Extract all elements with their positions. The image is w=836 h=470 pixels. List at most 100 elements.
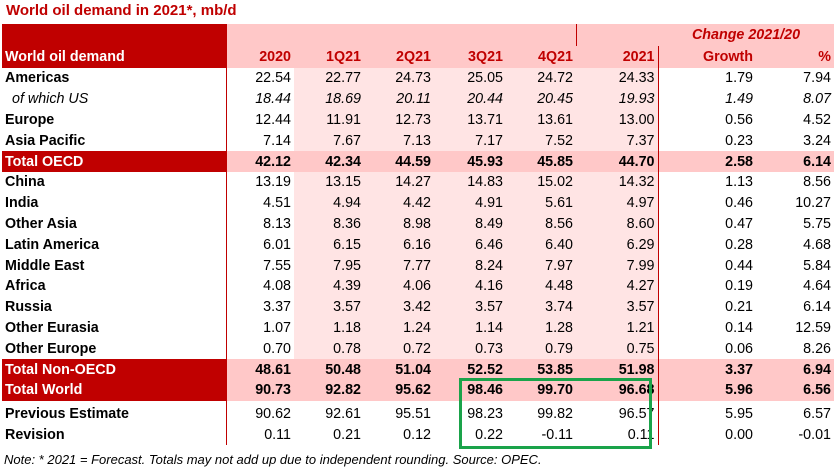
table-cell: 13.61: [506, 109, 576, 131]
col-header-1q21: 1Q21: [294, 46, 364, 68]
table-cell: 4.16: [434, 275, 506, 297]
table-cell: 50.48: [294, 359, 364, 380]
table-cell: 10.27: [795, 195, 831, 212]
table-cell: 25.05: [434, 68, 506, 89]
table-cell: 12.59: [795, 319, 831, 336]
col-header-growth: Growth: [658, 46, 756, 68]
table-cell: 96.57: [576, 403, 659, 425]
row-label: Middle East: [5, 257, 85, 274]
row-label: of which US: [12, 91, 89, 108]
table-cell: 0.06: [725, 340, 753, 357]
table-cell: 99.82: [537, 406, 573, 423]
table-cell: 42.34: [294, 151, 364, 172]
col-header-4q21: 4Q21: [506, 46, 576, 68]
table-cell: 6.16: [364, 234, 434, 256]
row-label: India: [5, 195, 39, 212]
row-label: Latin America: [5, 236, 100, 253]
row-label: Previous Estimate: [5, 406, 129, 423]
table-cell: 3.42: [364, 296, 434, 318]
table-cell: 22.54: [225, 68, 294, 89]
table-cell: 7.52: [506, 130, 576, 152]
footnote: Note: * 2021 = Forecast. Totals may not …: [4, 452, 542, 467]
table-cell: 3.74: [506, 296, 576, 318]
row-label: Other Eurasia: [5, 319, 99, 336]
table-cell: 6.14: [803, 299, 831, 316]
table-cell: 7.37: [576, 130, 659, 152]
table-cell: 14.27: [364, 171, 434, 193]
table-cell: 13.00: [576, 109, 659, 131]
table-cell: 44.70: [576, 151, 659, 172]
table-cell: 19.93: [576, 88, 659, 110]
table-cell: 3.57: [294, 296, 364, 318]
table-cell: 8.07: [803, 91, 831, 108]
table-cell: 48.61: [225, 359, 294, 380]
table-cell: 3.57: [576, 296, 659, 318]
table-cell: 4.08: [225, 275, 294, 297]
row-label: Total Non-OECD: [2, 359, 226, 380]
table-cell: 0.14: [725, 319, 753, 336]
col-header-3q21: 3Q21: [434, 46, 506, 68]
table-cell: 6.01: [225, 234, 294, 256]
table-cell: 24.33: [576, 68, 659, 89]
table-cell: 44.59: [364, 151, 434, 172]
table-cell: 14.32: [576, 171, 659, 193]
table-cell: -0.11: [541, 426, 573, 443]
table-cell: 6.56: [756, 379, 834, 401]
table-cell: 7.97: [506, 255, 576, 276]
table-cell: 0.28: [725, 236, 753, 253]
table-cell: 7.17: [434, 130, 506, 152]
table-title: World oil demand in 2021*, mb/d: [6, 2, 237, 19]
table-cell: 20.44: [434, 88, 506, 110]
row-label-header: World oil demand: [2, 46, 226, 68]
table-cell: 0.56: [725, 111, 753, 128]
highlight-box: [459, 378, 652, 449]
table-cell: 1.18: [294, 317, 364, 339]
table-row: Africa 4.08 4.39 4.06 4.16 4.48 4.27 0.19 4.64: [2, 275, 834, 297]
table-cell: 4.27: [576, 275, 659, 297]
table-cell: 45.85: [506, 151, 576, 172]
row-label: Americas: [5, 70, 70, 87]
table-cell: 5.96: [658, 379, 756, 401]
table-cell: 0.00: [725, 426, 753, 443]
table-cell: 0.11: [576, 424, 659, 446]
table-cell: 6.94: [756, 359, 834, 380]
table-cell: 51.98: [576, 359, 659, 380]
table-cell: 4.64: [803, 278, 831, 295]
table-cell: 99.70: [506, 379, 576, 401]
table-cell: 51.04: [364, 359, 434, 380]
table-cell: 1.49: [725, 91, 753, 108]
table-cell: 0.47: [725, 215, 753, 232]
table-cell: 8.56: [506, 213, 576, 235]
table-row: Revision 0.11 0.21 0.12 0.22 -0.11 0.11 0.00 -0.…: [2, 424, 834, 446]
table-cell: 7.55: [225, 255, 294, 276]
oil-demand-table: Change 2021/20 World oil demand 2020 1Q2…: [2, 24, 834, 446]
table-cell: 7.99: [576, 255, 659, 276]
table-cell: 1.28: [506, 317, 576, 339]
table-row: Other Europe 0.70 0.78 0.72 0.73 0.79 0.75 0.06…: [2, 338, 834, 360]
table-row: Russia 3.37 3.57 3.42 3.57 3.74 3.57 0.21 6.14: [2, 296, 834, 318]
table-cell: 1.79: [725, 70, 753, 87]
row-separator: [2, 400, 834, 404]
table-cell: 1.21: [576, 317, 659, 339]
row-label: Europe: [5, 111, 55, 128]
table-cell: 5.84: [803, 257, 831, 274]
table-cell: 4.42: [364, 192, 434, 214]
header-label-fill: [2, 24, 226, 46]
table-cell: 96.68: [576, 379, 659, 401]
table-cell: 8.60: [576, 213, 659, 235]
table-cell: -0.01: [798, 426, 831, 443]
table-cell: 0.21: [725, 299, 753, 316]
table-cell: 7.94: [803, 70, 831, 87]
table-cell: 3.57: [434, 296, 506, 318]
table-cell: 98.46: [434, 379, 506, 401]
table-cell: 53.85: [506, 359, 576, 380]
table-cell: 8.36: [294, 213, 364, 235]
table-cell: 13.71: [434, 109, 506, 131]
row-label: Africa: [5, 278, 46, 295]
table-cell: 8.98: [364, 213, 434, 235]
table-cell: 98.23: [467, 406, 503, 423]
table-cell: 1.14: [434, 317, 506, 339]
table-cell: 8.49: [434, 213, 506, 235]
table-cell: 3.24: [803, 132, 831, 149]
table-cell: 0.46: [725, 195, 753, 212]
